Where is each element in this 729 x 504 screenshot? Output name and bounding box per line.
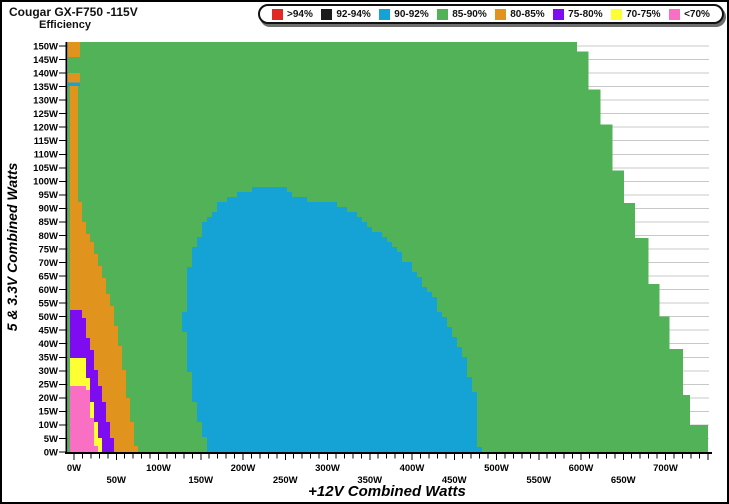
region-80-85% <box>68 41 80 57</box>
legend-item-75-80%: 75-80% <box>553 8 603 20</box>
x-tick-label: 550W <box>526 475 551 486</box>
legend-label: 70-75% <box>626 8 661 20</box>
y-tick-label: 10W <box>38 420 58 431</box>
x-axis-ticks <box>73 454 709 460</box>
legend-item-92-94%: 92-94% <box>321 8 371 20</box>
legend-label: 75-80% <box>568 8 603 20</box>
y-tick-label: 115W <box>34 136 58 147</box>
legend-label: 90-92% <box>394 8 429 20</box>
y-tick-label: 50W <box>38 312 58 323</box>
x-axis-tick-labels: 0W 50W 100W 150W 200W 250W 300W 350W 400W 450W 500… <box>67 463 678 486</box>
x-tick-label: 0W <box>67 463 81 474</box>
region-<70% <box>70 386 98 454</box>
y-tick-label: 55W <box>38 298 58 309</box>
x-tick-label: 150W <box>188 475 213 486</box>
y-tick-label: 65W <box>38 271 58 282</box>
x-tick-label: 700W <box>653 463 678 474</box>
axes <box>65 42 712 454</box>
legend-item-<70%: <70% <box>669 8 710 20</box>
x-tick-label: 50W <box>106 475 126 486</box>
region-90-92% <box>68 82 80 87</box>
y-tick-label: 45W <box>38 325 58 336</box>
x-tick-label: 400W <box>400 463 425 474</box>
legend-swatch-green <box>437 8 449 20</box>
legend-item-90-92%: 90-92% <box>379 8 429 20</box>
chart-subtitle: Efficiency <box>39 19 91 31</box>
y-tick-label: 145W <box>33 55 58 66</box>
x-tick-label: 250W <box>273 475 298 486</box>
x-tick-label: 100W <box>146 463 171 474</box>
y-tick-label: 20W <box>38 393 58 404</box>
region-75-80% <box>70 310 114 454</box>
y-axis-ticks <box>59 45 66 453</box>
y-tick-label: 5W <box>44 434 58 445</box>
legend-item-85-90%: 85-90% <box>437 8 487 20</box>
legend-label: >94% <box>287 8 313 20</box>
legend-swatch-black <box>321 8 333 20</box>
region-80-85% <box>68 73 80 83</box>
legend-label: 85-90% <box>452 8 487 20</box>
y-tick-label: 85W <box>38 217 58 228</box>
y-tick-label: 35W <box>38 353 58 364</box>
y-tick-label: 125W <box>33 109 58 120</box>
y-tick-label: 130W <box>33 95 58 106</box>
y-tick-label: 150W <box>33 41 58 52</box>
efficiency-regions <box>68 41 708 454</box>
y-tick-label: 30W <box>38 366 58 377</box>
y-tick-label: 95W <box>38 190 58 201</box>
x-tick-label: 450W <box>442 475 467 486</box>
y-tick-label: 25W <box>38 380 58 391</box>
y-tick-label: 15W <box>38 407 58 418</box>
y-tick-label: 105W <box>33 163 58 174</box>
y-tick-label: 70W <box>38 258 58 269</box>
legend-swatch-pink <box>669 8 681 20</box>
legend-swatch-purple <box>553 8 565 20</box>
y-axis-tick-labels: 0W 5W 10W 15W 20W 25W 30W 35W 40W 45W 50W 55W 60W 65W… <box>33 41 58 458</box>
x-axis-title: +12V Combined Watts <box>308 483 466 500</box>
y-tick-label: 80W <box>38 231 58 242</box>
x-tick-label: 650W <box>611 475 636 486</box>
chart-title: Cougar GX-F750 -115V <box>9 5 138 19</box>
legend-label: <70% <box>684 8 710 20</box>
legend-swatch-red <box>272 8 283 20</box>
y-tick-label: 140W <box>33 68 58 79</box>
legend-item-70-75%: 70-75% <box>611 8 661 20</box>
legend-item->94%: >94% <box>272 8 313 20</box>
region-90-92% <box>182 187 482 452</box>
region-80-85% <box>70 86 138 454</box>
legend-label: 92-94% <box>336 8 371 20</box>
efficiency-legend: >94% 92-94% 90-92% 85-90% 80-85% 75-80% 70-75%… <box>258 4 724 24</box>
x-tick-label: 300W <box>315 463 340 474</box>
y-tick-label: 0W <box>44 447 58 458</box>
legend-swatch-blue <box>379 8 391 20</box>
legend-item-80-85%: 80-85% <box>495 8 545 20</box>
y-tick-label: 110W <box>34 150 58 161</box>
y-tick-label: 120W <box>33 122 58 133</box>
y-tick-label: 75W <box>38 244 58 255</box>
x-tick-label: 350W <box>357 475 382 486</box>
y-tick-label: 135W <box>33 82 58 93</box>
y-tick-label: 90W <box>38 204 58 215</box>
x-tick-label: 200W <box>231 463 256 474</box>
y-tick-label: 60W <box>38 285 58 296</box>
legend-swatch-orange <box>495 8 507 20</box>
legend-swatch-yellow <box>611 8 623 20</box>
legend-label: 80-85% <box>510 8 545 20</box>
x-tick-label: 500W <box>484 463 509 474</box>
y-tick-label: 100W <box>33 177 58 188</box>
y-tick-label: 40W <box>38 339 58 350</box>
x-tick-label: 600W <box>569 463 594 474</box>
y-axis-title: 5 & 3.3V Combined Watts <box>4 162 20 332</box>
